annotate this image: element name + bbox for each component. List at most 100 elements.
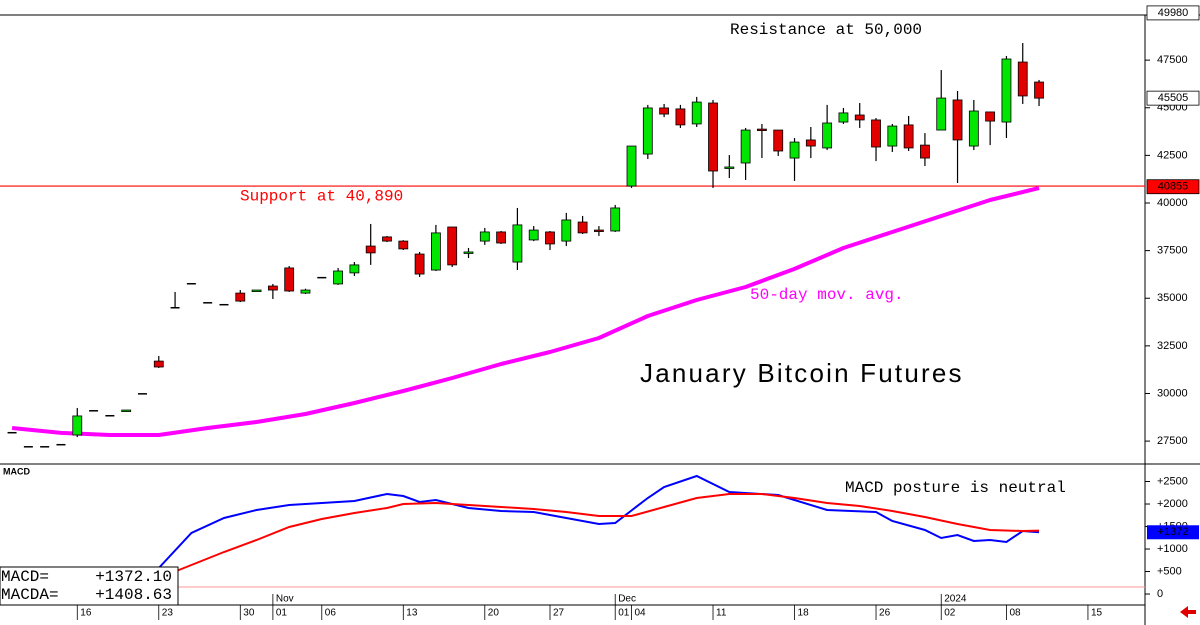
macd-title: MACD <box>3 466 30 476</box>
candle-body <box>887 125 898 147</box>
scroll-arrow[interactable] <box>1180 606 1196 618</box>
x-tick-label: 15 <box>1091 608 1103 619</box>
macd-line <box>158 474 1040 569</box>
candle-body <box>219 303 229 306</box>
x-tick-label: 16 <box>80 608 92 619</box>
candle-body <box>479 231 490 242</box>
macd-y-tick-label: +2500 <box>1157 475 1188 487</box>
x-tick-label: 27 <box>553 608 565 619</box>
candle-body <box>203 302 213 304</box>
candle-body <box>708 102 718 172</box>
candle-body <box>936 97 947 131</box>
price-label-box <box>1146 179 1200 195</box>
candle-body <box>968 110 979 147</box>
moving-average-label: 50-day mov. avg. <box>750 286 904 304</box>
macd-y-tick-label: +500 <box>1157 565 1182 577</box>
candle-body <box>447 226 458 266</box>
candle-body <box>1001 58 1012 123</box>
candle-body <box>398 240 409 250</box>
candle-body <box>153 360 164 368</box>
candle-body <box>349 264 360 274</box>
candle-body <box>251 289 262 292</box>
y-tick-label: 27500 <box>1157 435 1188 447</box>
candle-body <box>740 129 751 164</box>
candle-body <box>561 219 572 242</box>
x-tick-label: 18 <box>798 608 810 619</box>
candle-body <box>920 144 930 159</box>
y-tick-label: 42500 <box>1157 149 1188 161</box>
y-tick-label: 37500 <box>1157 245 1188 257</box>
readout-value: +1372.10 <box>95 568 172 586</box>
candle-body <box>7 431 17 434</box>
macd-last-box <box>1147 525 1199 540</box>
resistance-label: Resistance at 50,000 <box>730 21 922 39</box>
macd-annotation: MACD posture is neutral <box>845 479 1066 497</box>
candle-body <box>724 166 735 169</box>
x-tick-label: 26 <box>879 608 891 619</box>
candle-body <box>56 443 66 446</box>
candle-body <box>382 236 392 242</box>
x-tick-label: 30 <box>243 608 255 619</box>
candle-body <box>121 409 132 412</box>
candle-body <box>594 229 604 232</box>
macd-y-tick-label: +1000 <box>1157 543 1188 555</box>
candle-body <box>691 101 702 125</box>
candle-body <box>89 410 99 412</box>
macd-last-label: +1372 <box>1158 526 1189 538</box>
candle-body <box>789 141 800 159</box>
candle-body <box>985 111 996 122</box>
readout-box <box>0 566 179 606</box>
candle-body <box>170 307 180 309</box>
macd-line <box>158 493 1040 579</box>
candle-body <box>512 224 523 263</box>
candle-body <box>871 119 881 148</box>
candle-body <box>805 139 816 147</box>
candle-body <box>430 232 441 271</box>
candle-body <box>773 129 784 152</box>
period-label: Nov <box>276 594 294 605</box>
candle-body <box>284 267 295 292</box>
candle-body <box>496 231 507 244</box>
candle-body <box>577 221 588 234</box>
candle-body <box>23 446 33 448</box>
x-tick-label: 04 <box>635 608 647 619</box>
period-label: Dec <box>618 594 636 605</box>
candle-body <box>642 107 653 155</box>
x-tick-label: 13 <box>406 608 418 619</box>
price-label: 45505 <box>1158 92 1189 104</box>
candle-body <box>822 122 833 149</box>
candle-body <box>414 253 425 275</box>
candle-body <box>186 283 196 285</box>
readout-name: MACD= <box>1 568 49 586</box>
readout-name: MACDA= <box>1 586 59 604</box>
x-tick-label: 01 <box>276 608 288 619</box>
candle-body <box>105 415 115 417</box>
candle-body <box>300 289 311 294</box>
candle-body <box>854 114 865 121</box>
candle-body <box>903 124 914 149</box>
candle-body <box>675 108 686 126</box>
y-tick-label: 47500 <box>1157 54 1188 66</box>
y-tick-label: 30000 <box>1157 387 1188 399</box>
candle-body <box>626 145 637 187</box>
candle-body <box>952 99 963 141</box>
y-tick-label: 40000 <box>1157 197 1188 209</box>
x-tick-label: 23 <box>162 608 174 619</box>
candle-body <box>1034 81 1044 99</box>
candle-body <box>72 415 83 436</box>
x-tick-label: 01 <box>618 608 630 619</box>
candle-body <box>40 446 50 448</box>
candle-body <box>659 107 670 115</box>
support-label: Support at 40,890 <box>240 187 403 205</box>
y-tick-label: 35000 <box>1157 292 1188 304</box>
price-panel <box>0 43 1145 448</box>
x-tick-label: 11 <box>716 608 727 619</box>
x-tick-label: 02 <box>944 608 956 619</box>
chart-title: January Bitcoin Futures <box>640 358 964 388</box>
candle-body <box>137 393 147 395</box>
candle-body <box>317 276 327 279</box>
candle-body <box>365 245 376 254</box>
x-tick-label: 06 <box>325 608 337 619</box>
